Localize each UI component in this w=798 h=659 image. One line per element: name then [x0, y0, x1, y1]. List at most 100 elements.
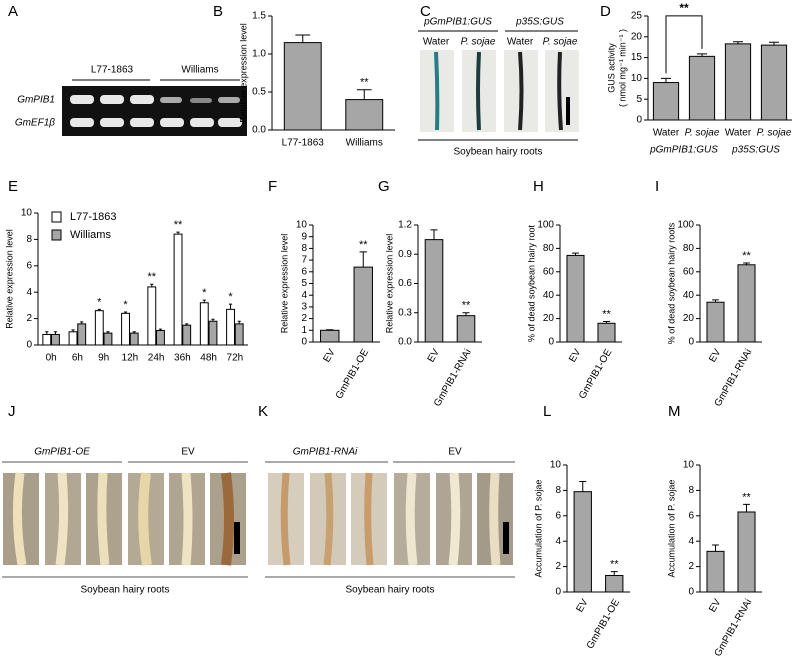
significance: ** — [360, 77, 369, 89]
x-tick-label: EV — [321, 347, 337, 364]
column-label: L77-1863 — [91, 65, 134, 76]
error-bar — [237, 320, 241, 324]
x-tick-label: P. sojae — [757, 128, 792, 139]
y-axis-label: Relative expression level — [238, 23, 248, 123]
bar — [103, 332, 113, 346]
group-label: GmPIB1-RNAi — [293, 447, 358, 458]
y-tick-label: 100 — [537, 220, 554, 231]
panel-label: D — [600, 3, 611, 20]
error-bar — [295, 34, 311, 43]
bar — [283, 42, 322, 131]
x-tick-label: EV — [574, 597, 590, 614]
bar — [724, 43, 752, 121]
bar — [737, 264, 756, 343]
y-tick-label: 3 — [301, 302, 307, 313]
bar — [51, 333, 60, 346]
x-tick-label: Williams — [346, 138, 383, 149]
y-tick-label: 4 — [26, 287, 32, 298]
legend-swatch — [51, 211, 62, 223]
panel-label: A — [8, 3, 18, 20]
y-axis-label: % of dead soybean hairy root — [526, 224, 536, 342]
bar — [156, 329, 165, 346]
group-label: GmPIB1-OE — [34, 447, 90, 458]
bar — [147, 286, 157, 346]
error-bar — [123, 311, 128, 314]
y-tick-label: 0 — [301, 337, 307, 348]
y-axis-label: ( nmol mg⁻¹ min⁻¹ ) — [617, 29, 627, 107]
error-bar — [579, 481, 587, 492]
bar — [121, 312, 130, 346]
bar — [456, 315, 476, 343]
error-bar — [610, 571, 618, 576]
error-bar — [743, 262, 750, 265]
significance: * — [123, 299, 128, 311]
panel-c: C pGmPIB1:GUS p35S:GUS Water P. sojae Wa… — [418, 3, 579, 158]
significance: * — [97, 296, 102, 308]
error-bar — [228, 303, 233, 310]
y-axis-label: % of dead soybean hairy roots — [666, 222, 676, 344]
bar — [688, 55, 716, 121]
y-tick-label: 2 — [688, 561, 694, 572]
x-tick-label: Water — [653, 128, 680, 139]
group-label: pGmPIB1:GUS — [649, 145, 718, 156]
error-bar — [660, 77, 672, 83]
y-axis-label: Relative expression level — [4, 229, 14, 329]
y-tick-label: 40 — [543, 290, 555, 301]
bar — [77, 323, 87, 346]
x-tick-label: GmPIB1-OE — [585, 597, 622, 651]
significance: ** — [742, 250, 751, 262]
caption: Soybean hairy roots — [346, 585, 435, 596]
y-tick-label: 2 — [26, 313, 32, 324]
gel — [62, 86, 247, 136]
y-tick-label: 0 — [688, 337, 694, 348]
x-tick-label: P. sojae — [685, 128, 720, 139]
row-label: GmEF1β — [15, 118, 55, 129]
error-bar — [572, 252, 579, 256]
y-tick-label: 6 — [688, 510, 694, 521]
bar — [737, 511, 756, 593]
error-bar — [768, 41, 780, 46]
y-tick-label: 100 — [677, 220, 694, 231]
error-bar — [712, 544, 719, 552]
y-tick-label: 5 — [636, 94, 642, 105]
significance: ** — [742, 491, 751, 503]
y-tick-label: 6 — [555, 510, 561, 521]
y-axis-label: GUS activity — [606, 43, 616, 93]
y-tick-label: 20 — [631, 31, 643, 42]
error-bar — [53, 331, 58, 335]
error-bar — [211, 318, 215, 322]
y-tick-label: 6 — [26, 260, 32, 271]
caption: Soybean hairy roots — [81, 585, 170, 596]
y-tick-label: 0 — [548, 337, 554, 348]
bar — [226, 308, 235, 346]
x-tick-label: 6h — [72, 353, 83, 364]
y-tick-label: 5 — [301, 278, 307, 289]
bar — [208, 320, 218, 346]
bar — [652, 82, 680, 121]
column-label: Water — [507, 37, 534, 48]
y-tick-label: 0.3 — [398, 307, 412, 318]
significance: ** — [462, 300, 471, 312]
error-bar — [712, 299, 719, 303]
bar — [182, 324, 192, 346]
y-tick-label: 2 — [555, 561, 561, 572]
x-tick-label: Water — [725, 128, 752, 139]
legend-label: L77-1863 — [70, 211, 117, 223]
y-tick-label: 1.5 — [252, 11, 266, 22]
bar — [173, 233, 183, 346]
y-axis-label: Accumulation of P. sojae — [533, 480, 543, 578]
y-tick-label: 10 — [631, 73, 643, 84]
y-tick-label: 8 — [301, 243, 307, 254]
y-tick-label: 10 — [296, 220, 308, 231]
y-tick-label: 15 — [631, 52, 643, 63]
y-tick-label: 80 — [543, 243, 555, 254]
y-tick-label: 0.0 — [252, 125, 266, 136]
bar — [605, 574, 624, 593]
panel-label: F — [268, 178, 277, 195]
x-tick-label: 36h — [174, 353, 191, 364]
bar — [760, 44, 788, 121]
bar — [573, 491, 592, 593]
y-tick-label: 2 — [301, 313, 307, 324]
error-bar — [132, 331, 136, 334]
comparison-bracket — [665, 15, 703, 74]
